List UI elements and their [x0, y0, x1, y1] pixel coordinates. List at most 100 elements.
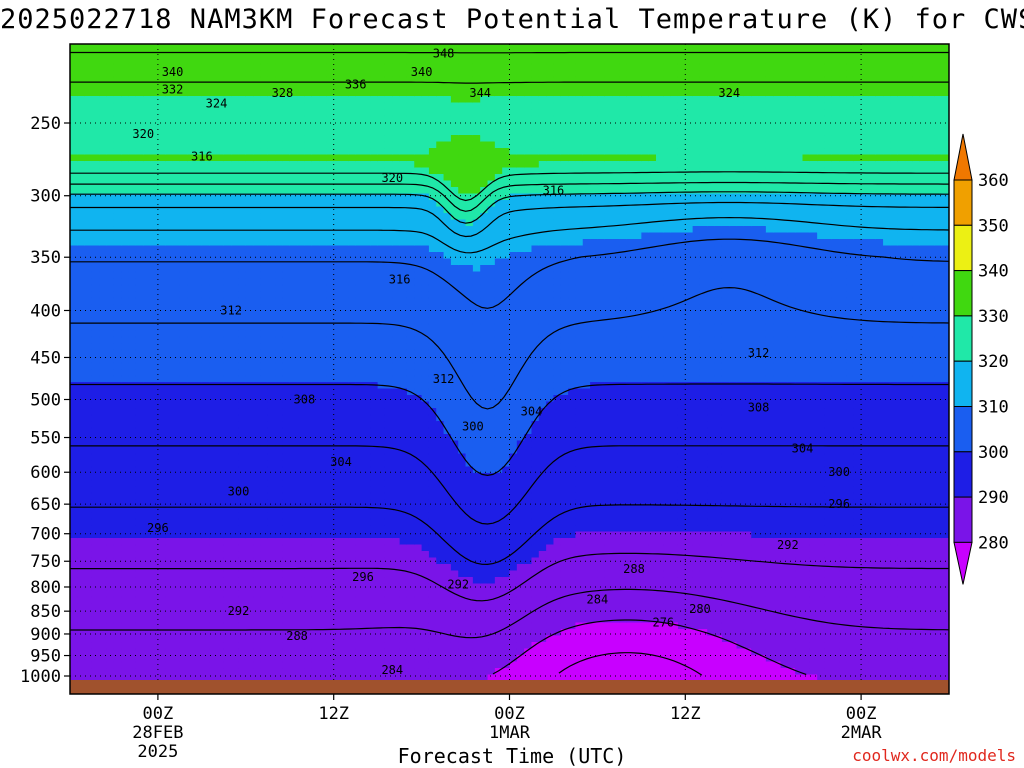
- color-cell: [275, 466, 284, 474]
- color-cell: [84, 408, 93, 416]
- color-cell: [370, 304, 379, 312]
- color-cell: [304, 356, 313, 364]
- color-cell: [77, 336, 86, 344]
- color-cell: [392, 629, 401, 637]
- color-cell: [377, 161, 386, 169]
- color-cell: [399, 265, 408, 273]
- color-cell: [428, 330, 437, 338]
- color-cell: [135, 551, 144, 559]
- color-cell: [333, 382, 342, 390]
- color-cell: [106, 473, 115, 481]
- color-cell: [165, 538, 174, 546]
- color-cell: [245, 141, 254, 149]
- color-cell: [421, 531, 430, 539]
- color-cell: [128, 330, 137, 338]
- color-cell: [91, 362, 100, 370]
- color-cell: [121, 388, 130, 396]
- color-cell: [157, 518, 166, 526]
- color-cell: [341, 226, 349, 234]
- color-cell: [165, 213, 174, 221]
- color-cell: [128, 531, 137, 539]
- color-cell: [209, 89, 218, 97]
- color-cell: [406, 343, 415, 351]
- color-cell: [399, 642, 408, 650]
- color-cell: [172, 421, 181, 429]
- color-cell: [209, 590, 218, 598]
- color-cell: [253, 609, 262, 617]
- color-cell: [194, 89, 203, 97]
- color-cell: [99, 544, 108, 552]
- color-cell: [157, 330, 166, 338]
- color-cell: [406, 369, 415, 377]
- color-cell: [179, 557, 188, 565]
- color-cell: [289, 499, 298, 507]
- color-cell: [135, 109, 144, 117]
- color-cell: [143, 564, 152, 572]
- color-cell: [157, 102, 166, 110]
- color-cell: [326, 388, 335, 396]
- color-cell: [253, 492, 262, 500]
- color-cell: [209, 219, 218, 227]
- color-cell: [384, 135, 393, 143]
- color-cell: [384, 408, 393, 416]
- color-cell: [121, 401, 130, 409]
- color-cell: [384, 674, 393, 682]
- color-cell: [194, 434, 203, 442]
- color-cell: [99, 570, 108, 578]
- color-cell: [311, 512, 320, 520]
- color-cell: [165, 323, 174, 331]
- color-cell: [267, 252, 276, 260]
- color-cell: [135, 486, 144, 494]
- color-cell: [143, 466, 152, 474]
- color-cell: [201, 239, 210, 247]
- color-cell: [245, 473, 254, 481]
- color-cell: [113, 518, 122, 526]
- color-cell: [289, 603, 298, 611]
- color-cell: [319, 505, 327, 513]
- color-cell: [172, 193, 181, 201]
- color-cell: [297, 635, 305, 643]
- color-cell: [384, 460, 393, 468]
- color-cell: [297, 596, 305, 604]
- color-cell: [333, 570, 342, 578]
- color-cell: [428, 395, 437, 403]
- color-cell: [209, 83, 218, 91]
- color-cell: [282, 226, 291, 234]
- color-cell: [392, 193, 401, 201]
- color-cell: [304, 115, 313, 123]
- color-cell: [326, 655, 335, 663]
- color-cell: [157, 369, 166, 377]
- color-cell: [377, 434, 386, 442]
- color-cell: [377, 525, 386, 533]
- color-cell: [194, 427, 203, 435]
- color-cell: [311, 635, 320, 643]
- color-cell: [231, 655, 240, 663]
- color-cell: [165, 375, 174, 383]
- color-cell: [106, 440, 115, 448]
- color-cell: [113, 421, 122, 429]
- color-cell: [326, 479, 335, 487]
- color-cell: [91, 128, 100, 136]
- color-cell: [260, 447, 269, 455]
- color-cell: [121, 674, 130, 682]
- color-cell: [319, 401, 327, 409]
- color-cell: [157, 375, 166, 383]
- color-cell: [238, 122, 247, 130]
- color-cell: [377, 323, 386, 331]
- color-cell: [70, 603, 78, 611]
- color-cell: [319, 310, 327, 318]
- color-cell: [209, 187, 218, 195]
- color-cell: [384, 161, 393, 169]
- color-cell: [414, 661, 423, 669]
- color-cell: [355, 577, 364, 585]
- color-cell: [165, 629, 174, 637]
- color-cell: [267, 525, 276, 533]
- color-cell: [319, 596, 327, 604]
- color-cell: [143, 271, 152, 279]
- color-cell: [326, 492, 335, 500]
- color-cell: [260, 382, 269, 390]
- color-cell: [106, 362, 115, 370]
- color-cell: [91, 616, 100, 624]
- color-cell: [194, 63, 203, 71]
- color-cell: [341, 577, 349, 585]
